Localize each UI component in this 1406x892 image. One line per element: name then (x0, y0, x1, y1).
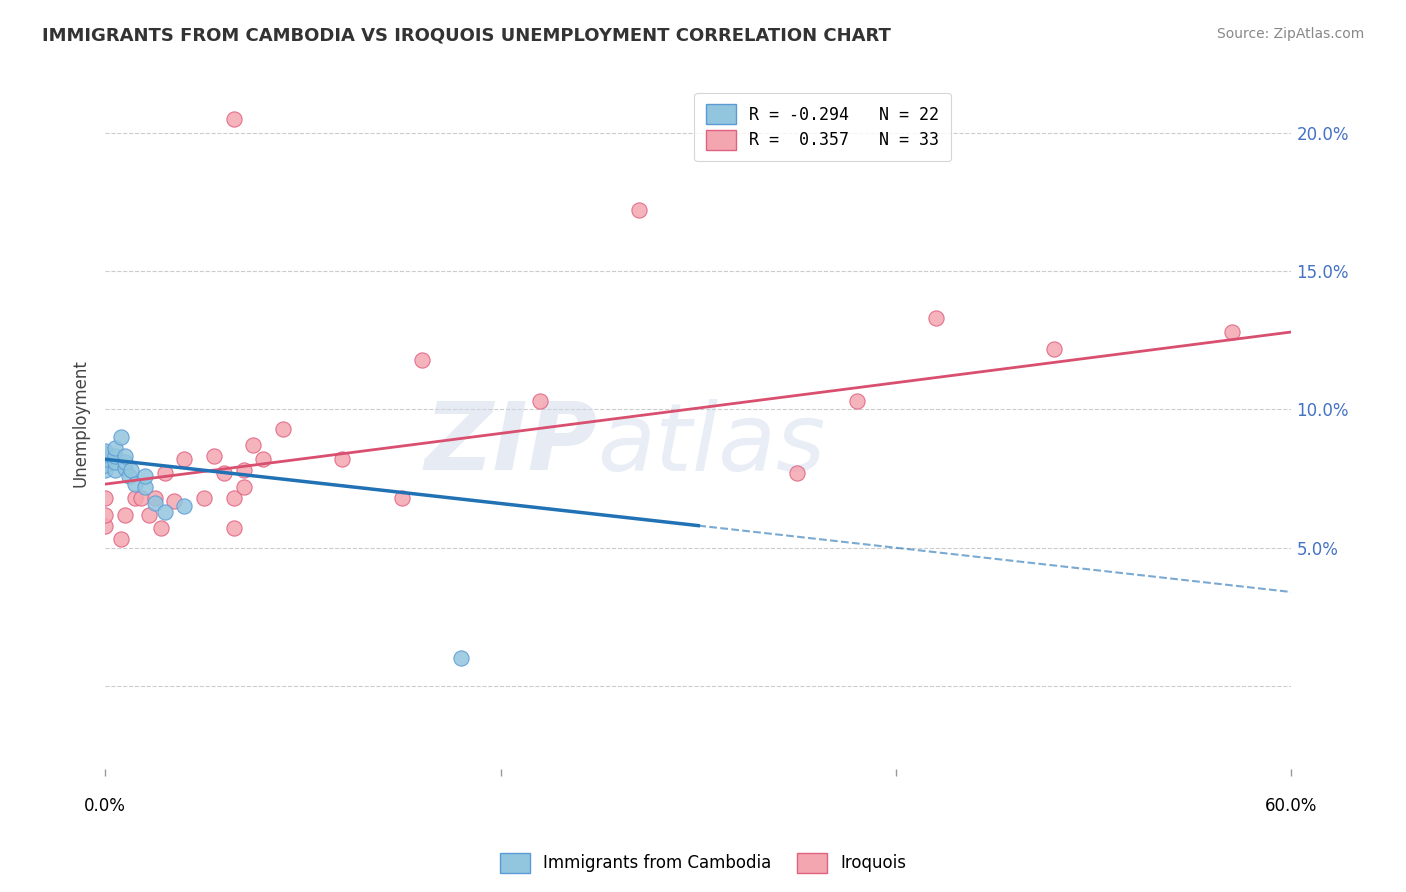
Text: IMMIGRANTS FROM CAMBODIA VS IROQUOIS UNEMPLOYMENT CORRELATION CHART: IMMIGRANTS FROM CAMBODIA VS IROQUOIS UNE… (42, 27, 891, 45)
Point (149, 521, 172, 535)
Point (845, 394, 868, 409)
Text: Source: ZipAtlas.com: Source: ZipAtlas.com (1216, 27, 1364, 41)
Point (114, 455, 136, 469)
Point (153, 466, 176, 480)
Point (94, 444, 117, 458)
Point (120, 463, 142, 477)
Point (232, 463, 254, 477)
Point (114, 450, 136, 464)
Point (222, 112, 245, 126)
Point (163, 493, 186, 508)
Legend: Immigrants from Cambodia, Iroquois: Immigrants from Cambodia, Iroquois (494, 847, 912, 880)
Point (332, 452, 354, 467)
Text: 0.0%: 0.0% (84, 797, 127, 814)
Legend: R = -0.294   N = 22, R =  0.357   N = 33: R = -0.294 N = 22, R = 0.357 N = 33 (695, 93, 950, 161)
Point (94, 463, 117, 477)
Point (134, 480, 156, 494)
Point (110, 533, 132, 547)
Point (1043, 342, 1066, 356)
Point (110, 430, 132, 444)
Point (138, 508, 160, 522)
Point (222, 521, 245, 535)
Point (529, 394, 551, 409)
Point (1220, 325, 1243, 339)
Point (173, 500, 195, 514)
Point (94, 508, 117, 522)
Point (193, 491, 215, 505)
Point (94, 458, 117, 472)
Point (134, 468, 156, 483)
Point (391, 491, 413, 505)
Point (104, 450, 127, 464)
Point (202, 450, 225, 464)
Point (94, 518, 117, 533)
Point (450, 651, 472, 665)
Point (114, 508, 136, 522)
Point (411, 352, 433, 367)
Point (222, 491, 245, 505)
Point (94, 447, 117, 461)
Point (124, 477, 146, 491)
Text: atlas: atlas (598, 399, 825, 490)
Point (242, 438, 264, 452)
Point (124, 491, 146, 505)
Point (271, 422, 294, 436)
Point (94, 491, 117, 505)
Text: 60.0%: 60.0% (1265, 797, 1317, 814)
Point (143, 496, 166, 510)
Point (627, 203, 650, 218)
Point (129, 491, 152, 505)
Point (212, 466, 235, 480)
Point (104, 455, 127, 469)
Point (252, 452, 274, 467)
Point (232, 480, 254, 494)
Point (94, 452, 117, 467)
Point (153, 505, 176, 519)
Point (924, 311, 946, 326)
Text: ZIP: ZIP (425, 398, 598, 490)
Point (104, 441, 127, 455)
Point (143, 491, 166, 505)
Y-axis label: Unemployment: Unemployment (72, 359, 89, 487)
Point (173, 452, 195, 467)
Point (104, 463, 127, 477)
Point (114, 460, 136, 475)
Point (118, 468, 141, 483)
Point (786, 466, 808, 480)
